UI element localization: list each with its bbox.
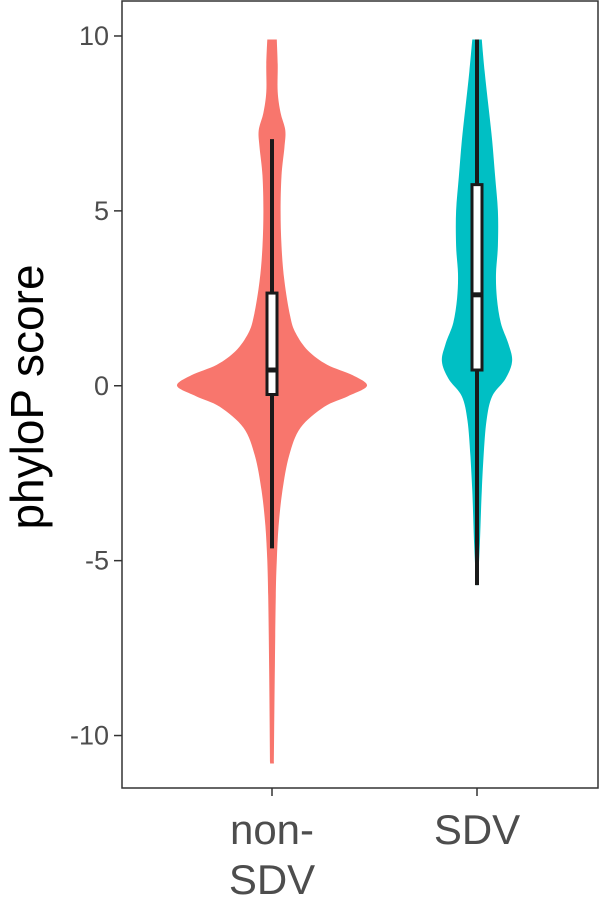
x-category-label-line: SDV (434, 806, 520, 853)
y-tick-label: 5 (94, 196, 109, 226)
y-axis-title: phyloP score (1, 264, 53, 529)
x-category-label: non-SDV (229, 806, 315, 900)
box-iqr (265, 291, 279, 397)
x-category-label-line: non- (230, 806, 314, 853)
x-category-label: SDV (434, 806, 520, 853)
y-tick-label: 0 (94, 371, 109, 401)
y-tick-label: -10 (70, 721, 109, 751)
y-tick-label: -5 (85, 546, 109, 576)
x-category-label-line: SDV (229, 856, 315, 900)
plot-panel-border (121, 0, 599, 789)
box-iqr (470, 183, 484, 372)
y-tick-label: 10 (79, 21, 109, 51)
